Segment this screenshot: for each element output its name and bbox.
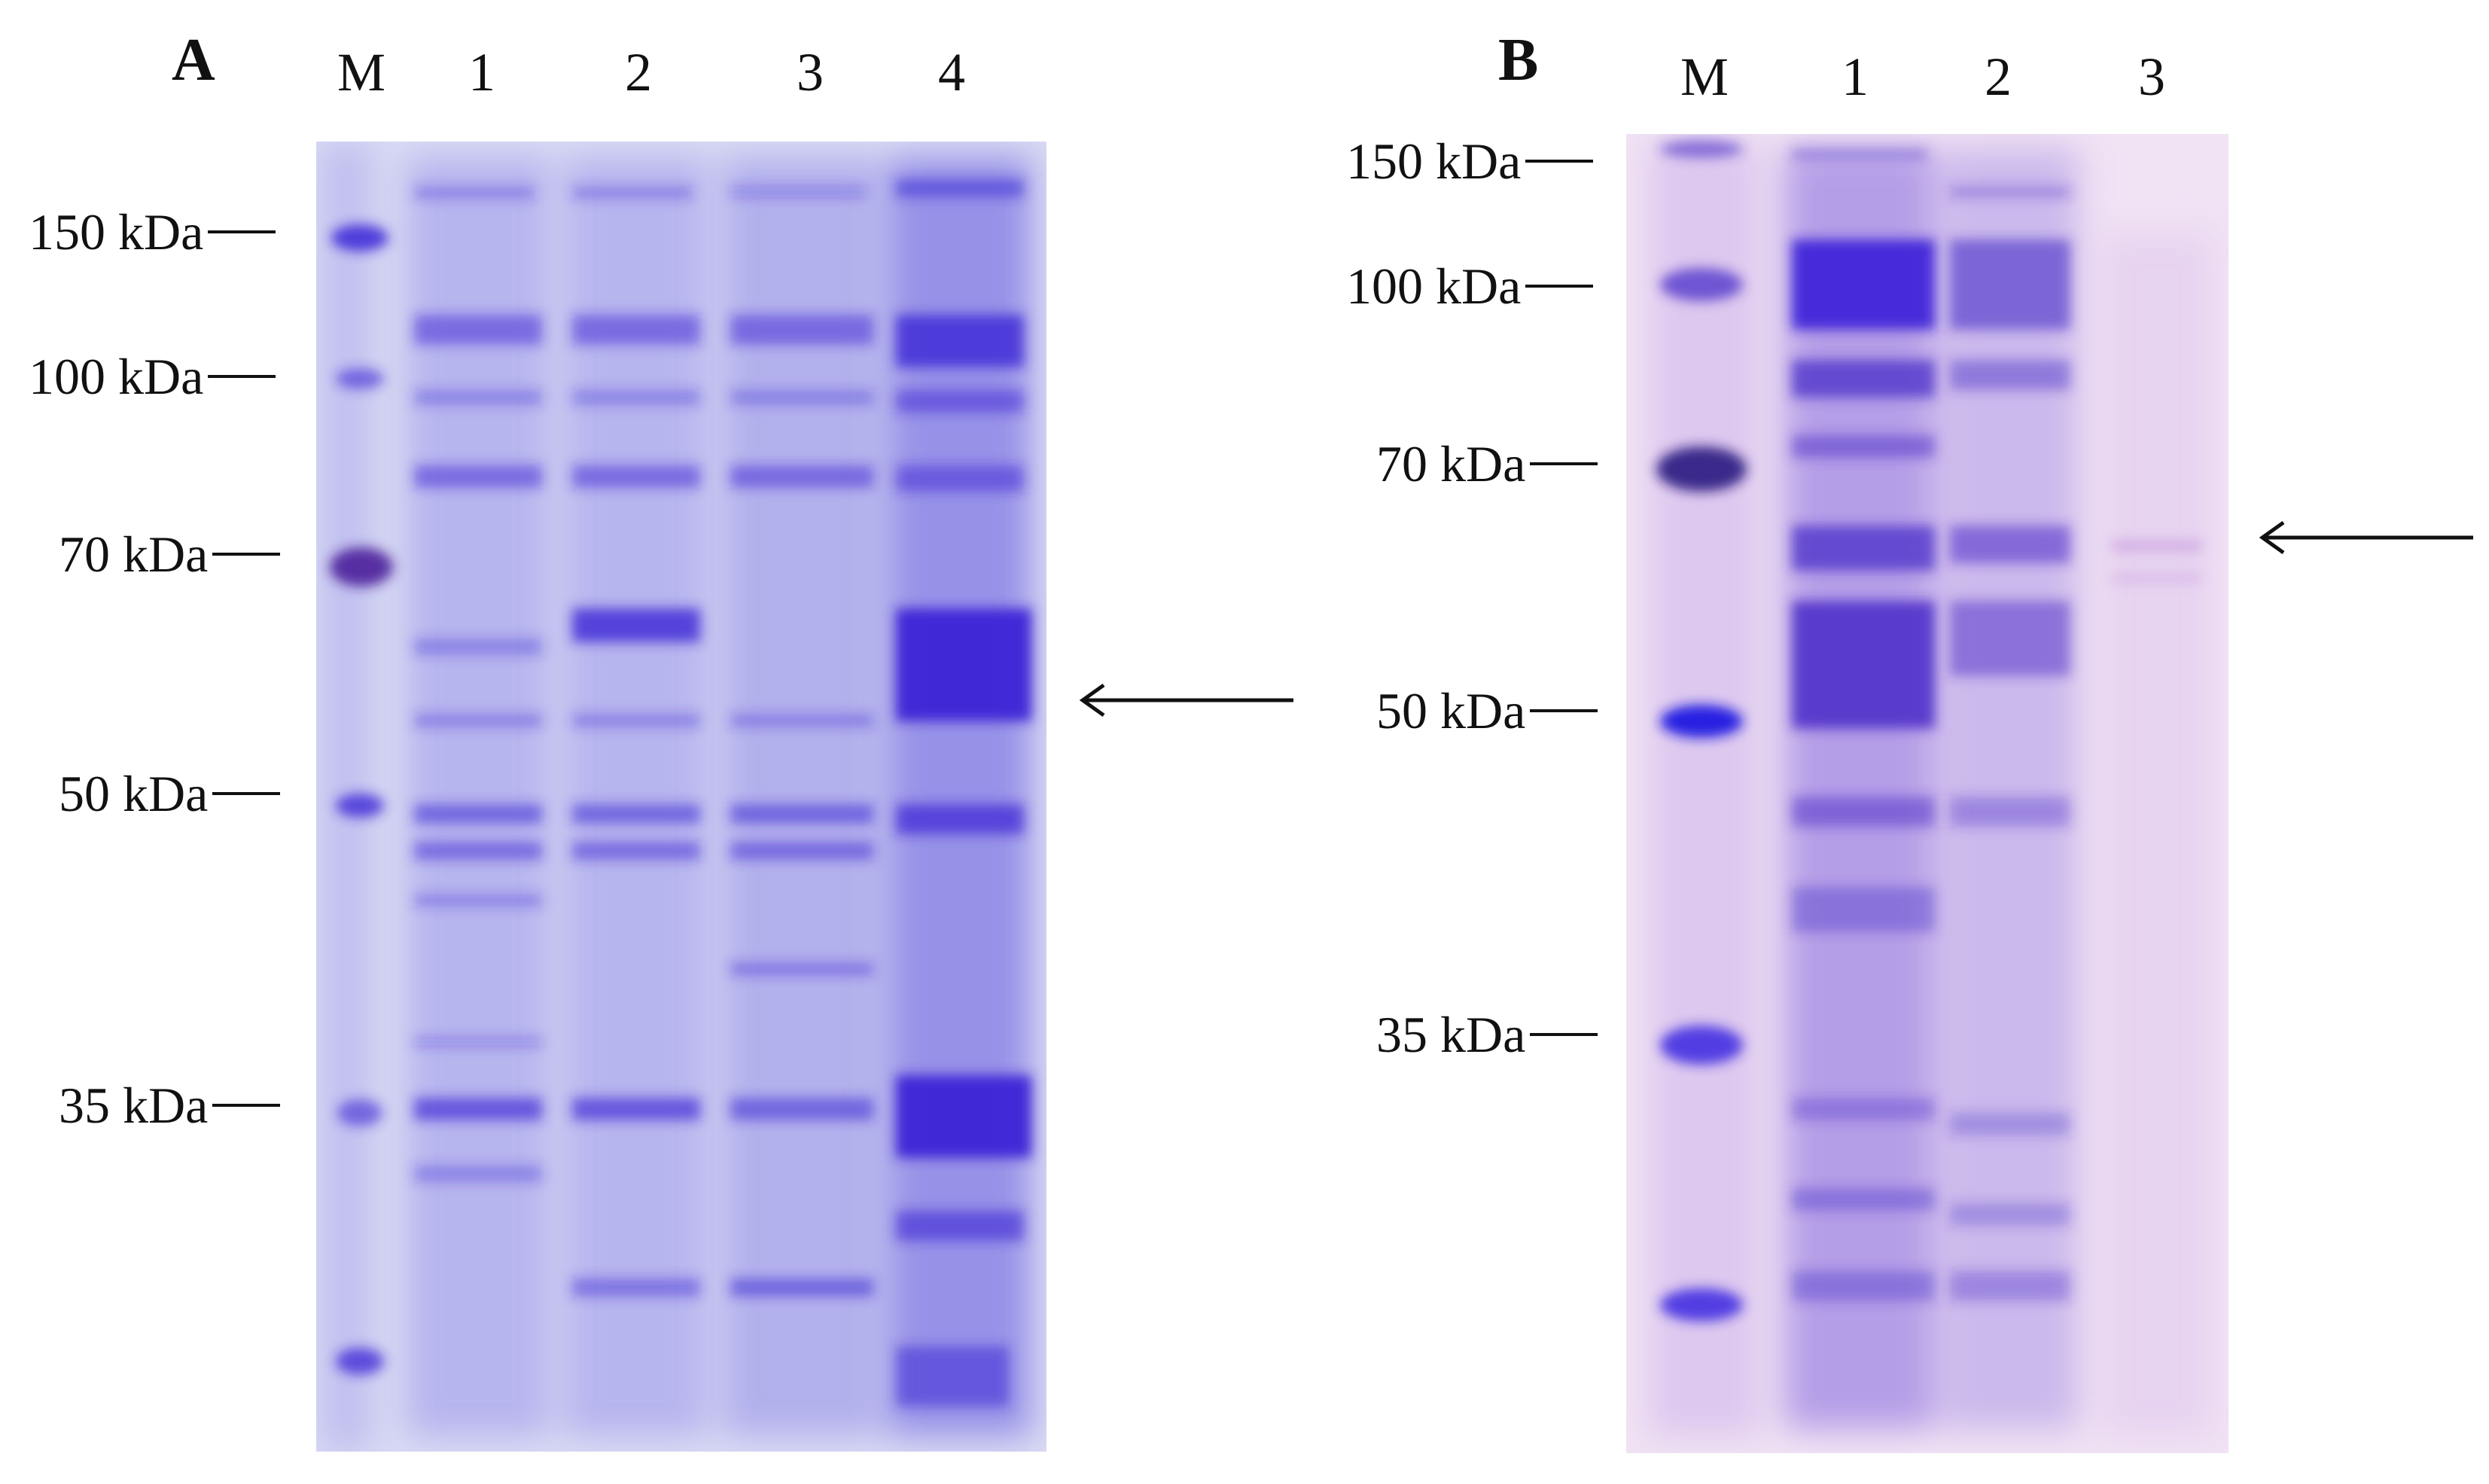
marker-tick: [208, 375, 276, 378]
panel-a-lane-1-label: 1: [468, 42, 495, 102]
panel-a-lane-2-label: 2: [625, 42, 652, 102]
marker-tick: [212, 553, 281, 556]
marker-tick: [1530, 709, 1598, 712]
panel-b-lane-2-label: 2: [1985, 47, 2012, 107]
panel-a-marker-150: 150 kDa: [29, 206, 276, 257]
panel-b-marker-150: 150 kDa: [1346, 133, 1594, 190]
marker-label: 150 kDa: [1346, 133, 1522, 190]
marker-label: 50 kDa: [1376, 682, 1526, 739]
panel-a-marker-50: 50 kDa: [59, 765, 281, 822]
panel-a-letter: A: [172, 27, 215, 93]
marker-tick: [1525, 285, 1594, 288]
panel-a-marker-35: 35 kDa: [59, 1077, 281, 1134]
gel-image-b: [1626, 134, 2229, 1453]
panel-a-lane-3-label: 3: [797, 42, 824, 102]
panel-a-marker-100: 100 kDa: [29, 351, 276, 402]
gel-image-a: [316, 142, 1046, 1452]
arrow-icon: [2259, 520, 2473, 555]
panel-b-marker-35: 35 kDa: [1376, 1009, 1598, 1060]
marker-tick: [1525, 160, 1594, 163]
panel-a-marker-70: 70 kDa: [59, 526, 281, 583]
marker-tick: [208, 230, 276, 233]
marker-tick: [212, 792, 281, 795]
marker-label: 100 kDa: [1346, 257, 1522, 315]
marker-tick: [1530, 462, 1598, 465]
panel-b-letter: B: [1498, 27, 1539, 93]
marker-label: 35 kDa: [1376, 1006, 1526, 1063]
marker-label: 50 kDa: [59, 765, 209, 822]
marker-label: 100 kDa: [29, 348, 204, 405]
marker-label: 150 kDa: [29, 203, 204, 261]
panel-b-marker-70: 70 kDa: [1376, 438, 1598, 489]
panel-b-lane-m-label: M: [1680, 47, 1729, 107]
panel-b-lane-3-label: 3: [2138, 47, 2165, 107]
marker-label: 70 kDa: [59, 526, 209, 583]
arrow-icon: [1079, 683, 1293, 718]
marker-label: 70 kDa: [1376, 435, 1526, 492]
marker-tick: [1530, 1033, 1598, 1036]
panel-b-marker-50: 50 kDa: [1376, 685, 1598, 736]
panel-a-lane-m-label: M: [337, 42, 386, 102]
panel-a-lane-4-label: 4: [938, 42, 965, 102]
panel-b-marker-100: 100 kDa: [1346, 257, 1594, 315]
marker-tick: [212, 1104, 281, 1107]
panel-b-lane-1-label: 1: [1842, 47, 1869, 107]
marker-label: 35 kDa: [59, 1077, 209, 1134]
